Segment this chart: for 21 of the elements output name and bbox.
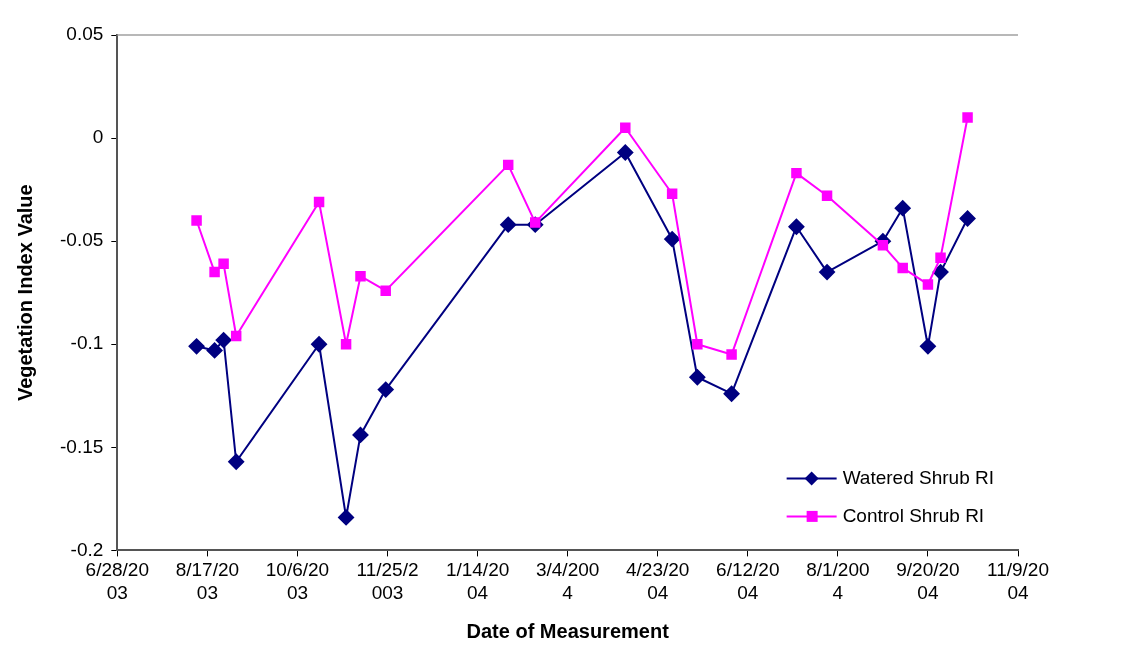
x-tick-label: 10/6/2003 [265, 559, 330, 603]
x-tick-label: 11/25/2003 [356, 559, 419, 603]
y-tick-label: 0.05 [66, 23, 104, 45]
y-axis-title: Vegetation Index Value [13, 184, 36, 402]
x-tick-label: 4/23/2004 [626, 559, 690, 603]
x-tick-label: 9/20/2004 [896, 559, 960, 603]
x-tick-label: 8/17/2003 [175, 559, 240, 603]
x-tick-label: 6/12/2004 [716, 559, 780, 603]
x-tick-label: 8/1/2004 [806, 559, 870, 603]
x-tick-label: 3/4/2004 [535, 559, 600, 603]
y-tick-label: 0 [92, 126, 104, 148]
x-tick-label: 1/14/2004 [445, 559, 510, 603]
y-tick-label: -0.2 [70, 538, 104, 560]
y-tick-label: -0.15 [59, 435, 104, 457]
y-tick-label: -0.05 [59, 229, 104, 251]
x-tick-label: 11/9/2004 [987, 559, 1049, 603]
x-axis-title: Date of Measurement [466, 619, 670, 642]
legend-label: Watered Shrub RI [842, 466, 995, 488]
x-tick-label: 6/28/2003 [85, 559, 150, 603]
y-tick-label: -0.1 [70, 332, 104, 354]
legend-label: Control Shrub RI [842, 504, 985, 526]
